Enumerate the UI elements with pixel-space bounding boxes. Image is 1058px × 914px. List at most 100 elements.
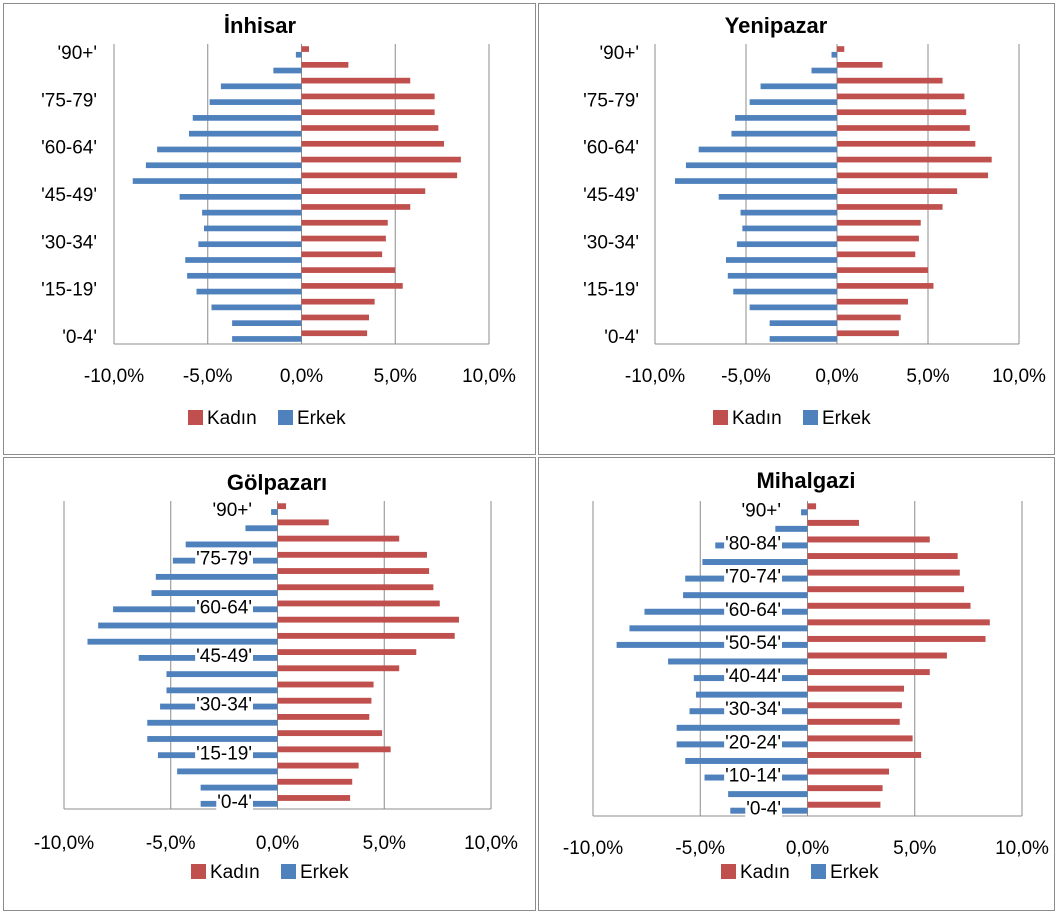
legend-label-erkek: Erkek (822, 408, 871, 429)
bar-kadin-15 (837, 93, 965, 100)
bar-kadin-12 (837, 140, 976, 147)
bar-kadin-17 (807, 519, 859, 526)
bar-kadin-6 (277, 697, 372, 704)
bar-kadin-7 (277, 681, 374, 688)
x-tick-label: 5,0% (906, 366, 949, 387)
chart-yenipazar: '0-4' '15-19' '30-34' '45-49' '60-64' '75-79'… (583, 13, 1046, 429)
bar-erkek-10 (675, 178, 837, 184)
bar-kadin-2 (301, 298, 375, 305)
bar-erkek-13 (731, 130, 837, 137)
bar-kadin-4 (807, 735, 913, 742)
bar-kadin-0 (277, 795, 351, 801)
x-tick-label: -5,0% (675, 838, 725, 859)
age-tick-label: '45-49' (196, 646, 252, 667)
bar-kadin-9 (277, 649, 417, 655)
bar-erkek-2 (211, 304, 302, 311)
bar-erkek-11 (98, 622, 278, 629)
bar-erkek-18 (801, 509, 808, 516)
bar-kadin-2 (837, 298, 908, 305)
age-tick-label: '15-19' (196, 743, 252, 764)
age-tick-label: '20-24' (725, 732, 781, 753)
legend-label-erkek: Erkek (297, 408, 346, 429)
age-tick-label: '90+' (58, 43, 97, 64)
bar-erkek-13 (683, 592, 808, 599)
bar-erkek-11 (145, 162, 302, 169)
legend-swatch-kadin (721, 864, 736, 879)
chart-title: Yenipazar (725, 13, 828, 38)
chart-title: Gölpazarı (227, 470, 327, 495)
age-tick-label-bg (724, 601, 782, 619)
age-tick-label: '40-44' (725, 666, 781, 687)
bar-erkek-6 (736, 241, 837, 248)
bar-erkek-3 (733, 288, 837, 295)
bar-erkek-15 (209, 99, 302, 105)
age-tick-label-bg (724, 668, 782, 686)
bar-erkek-3 (685, 757, 808, 764)
chart-panel-golpazari: '0-4' '15-19' '30-34' '45-49' '60-64' '75-79'… (3, 457, 536, 911)
bar-kadin-10 (301, 172, 458, 179)
bar-erkek-5 (676, 724, 808, 731)
bar-kadin-7 (807, 685, 905, 692)
x-tick-label: -5,0% (183, 366, 233, 387)
bar-kadin-3 (277, 746, 391, 753)
bar-kadin-15 (301, 93, 435, 100)
legend-swatch-erkek (278, 410, 293, 425)
bar-kadin-6 (837, 235, 919, 242)
bar-kadin-11 (277, 616, 459, 623)
bar-erkek-10 (616, 641, 808, 648)
legend-swatch-erkek (803, 410, 818, 425)
bar-kadin-8 (837, 204, 943, 210)
age-tick-label-bg (195, 648, 253, 665)
bar-erkek-8 (202, 209, 302, 216)
age-tick-label: '15-19' (583, 280, 639, 301)
age-tick-label: '80-84' (725, 533, 781, 554)
bar-kadin-18 (807, 503, 817, 510)
x-tick-label: 0,0% (256, 833, 299, 854)
bar-kadin-2 (807, 768, 890, 775)
age-tick-label-bg (195, 696, 253, 714)
legend-swatch-kadin (188, 410, 203, 425)
bar-erkek-3 (196, 288, 302, 295)
bar-erkek-7 (695, 691, 808, 698)
bar-erkek-14 (155, 573, 278, 580)
x-tick-label: 0,0% (815, 366, 858, 387)
x-tick-label: 5,0% (893, 838, 936, 859)
bar-erkek-7 (204, 225, 302, 232)
bar-kadin-15 (277, 551, 427, 558)
chart-title: İnhisar (224, 13, 297, 38)
bar-erkek-10 (87, 638, 278, 645)
age-tick-label-bg (724, 734, 782, 752)
bar-kadin-12 (277, 600, 440, 607)
legend-label-kadin: Kadın (732, 408, 782, 429)
bar-kadin-4 (301, 267, 396, 273)
age-tick-label: '45-49' (41, 185, 97, 206)
bar-kadin-12 (807, 602, 971, 609)
age-tick-label: '75-79' (583, 90, 639, 111)
bar-erkek-11 (629, 625, 808, 632)
age-tick-label: '60-64' (196, 597, 252, 618)
bar-kadin-6 (301, 235, 386, 242)
bar-kadin-1 (301, 314, 369, 321)
bar-kadin-16 (807, 536, 930, 543)
age-tick-label-bg (211, 502, 253, 520)
bar-erkek-2 (749, 304, 837, 311)
bar-erkek-12 (157, 146, 302, 153)
age-tick-label: '0-4' (217, 792, 252, 813)
age-tick-label-bg (195, 550, 253, 568)
x-tick-label: 10,0% (995, 838, 1049, 859)
bar-kadin-5 (837, 251, 916, 258)
age-tick-label: '50-54' (725, 633, 781, 654)
bar-erkek-0 (769, 336, 837, 342)
bar-kadin-0 (837, 330, 899, 337)
bar-kadin-12 (301, 140, 444, 147)
bar-erkek-15 (749, 99, 837, 105)
x-tick-label: -5,0% (146, 833, 196, 854)
bar-kadin-16 (837, 77, 943, 84)
bar-kadin-15 (807, 553, 958, 560)
bar-kadin-8 (277, 665, 400, 672)
age-tick-label: '45-49' (583, 185, 639, 206)
age-tick-label-bg (195, 745, 253, 763)
age-tick-label: '90+' (600, 43, 639, 64)
bar-kadin-18 (837, 46, 845, 52)
bar-kadin-10 (807, 635, 986, 642)
